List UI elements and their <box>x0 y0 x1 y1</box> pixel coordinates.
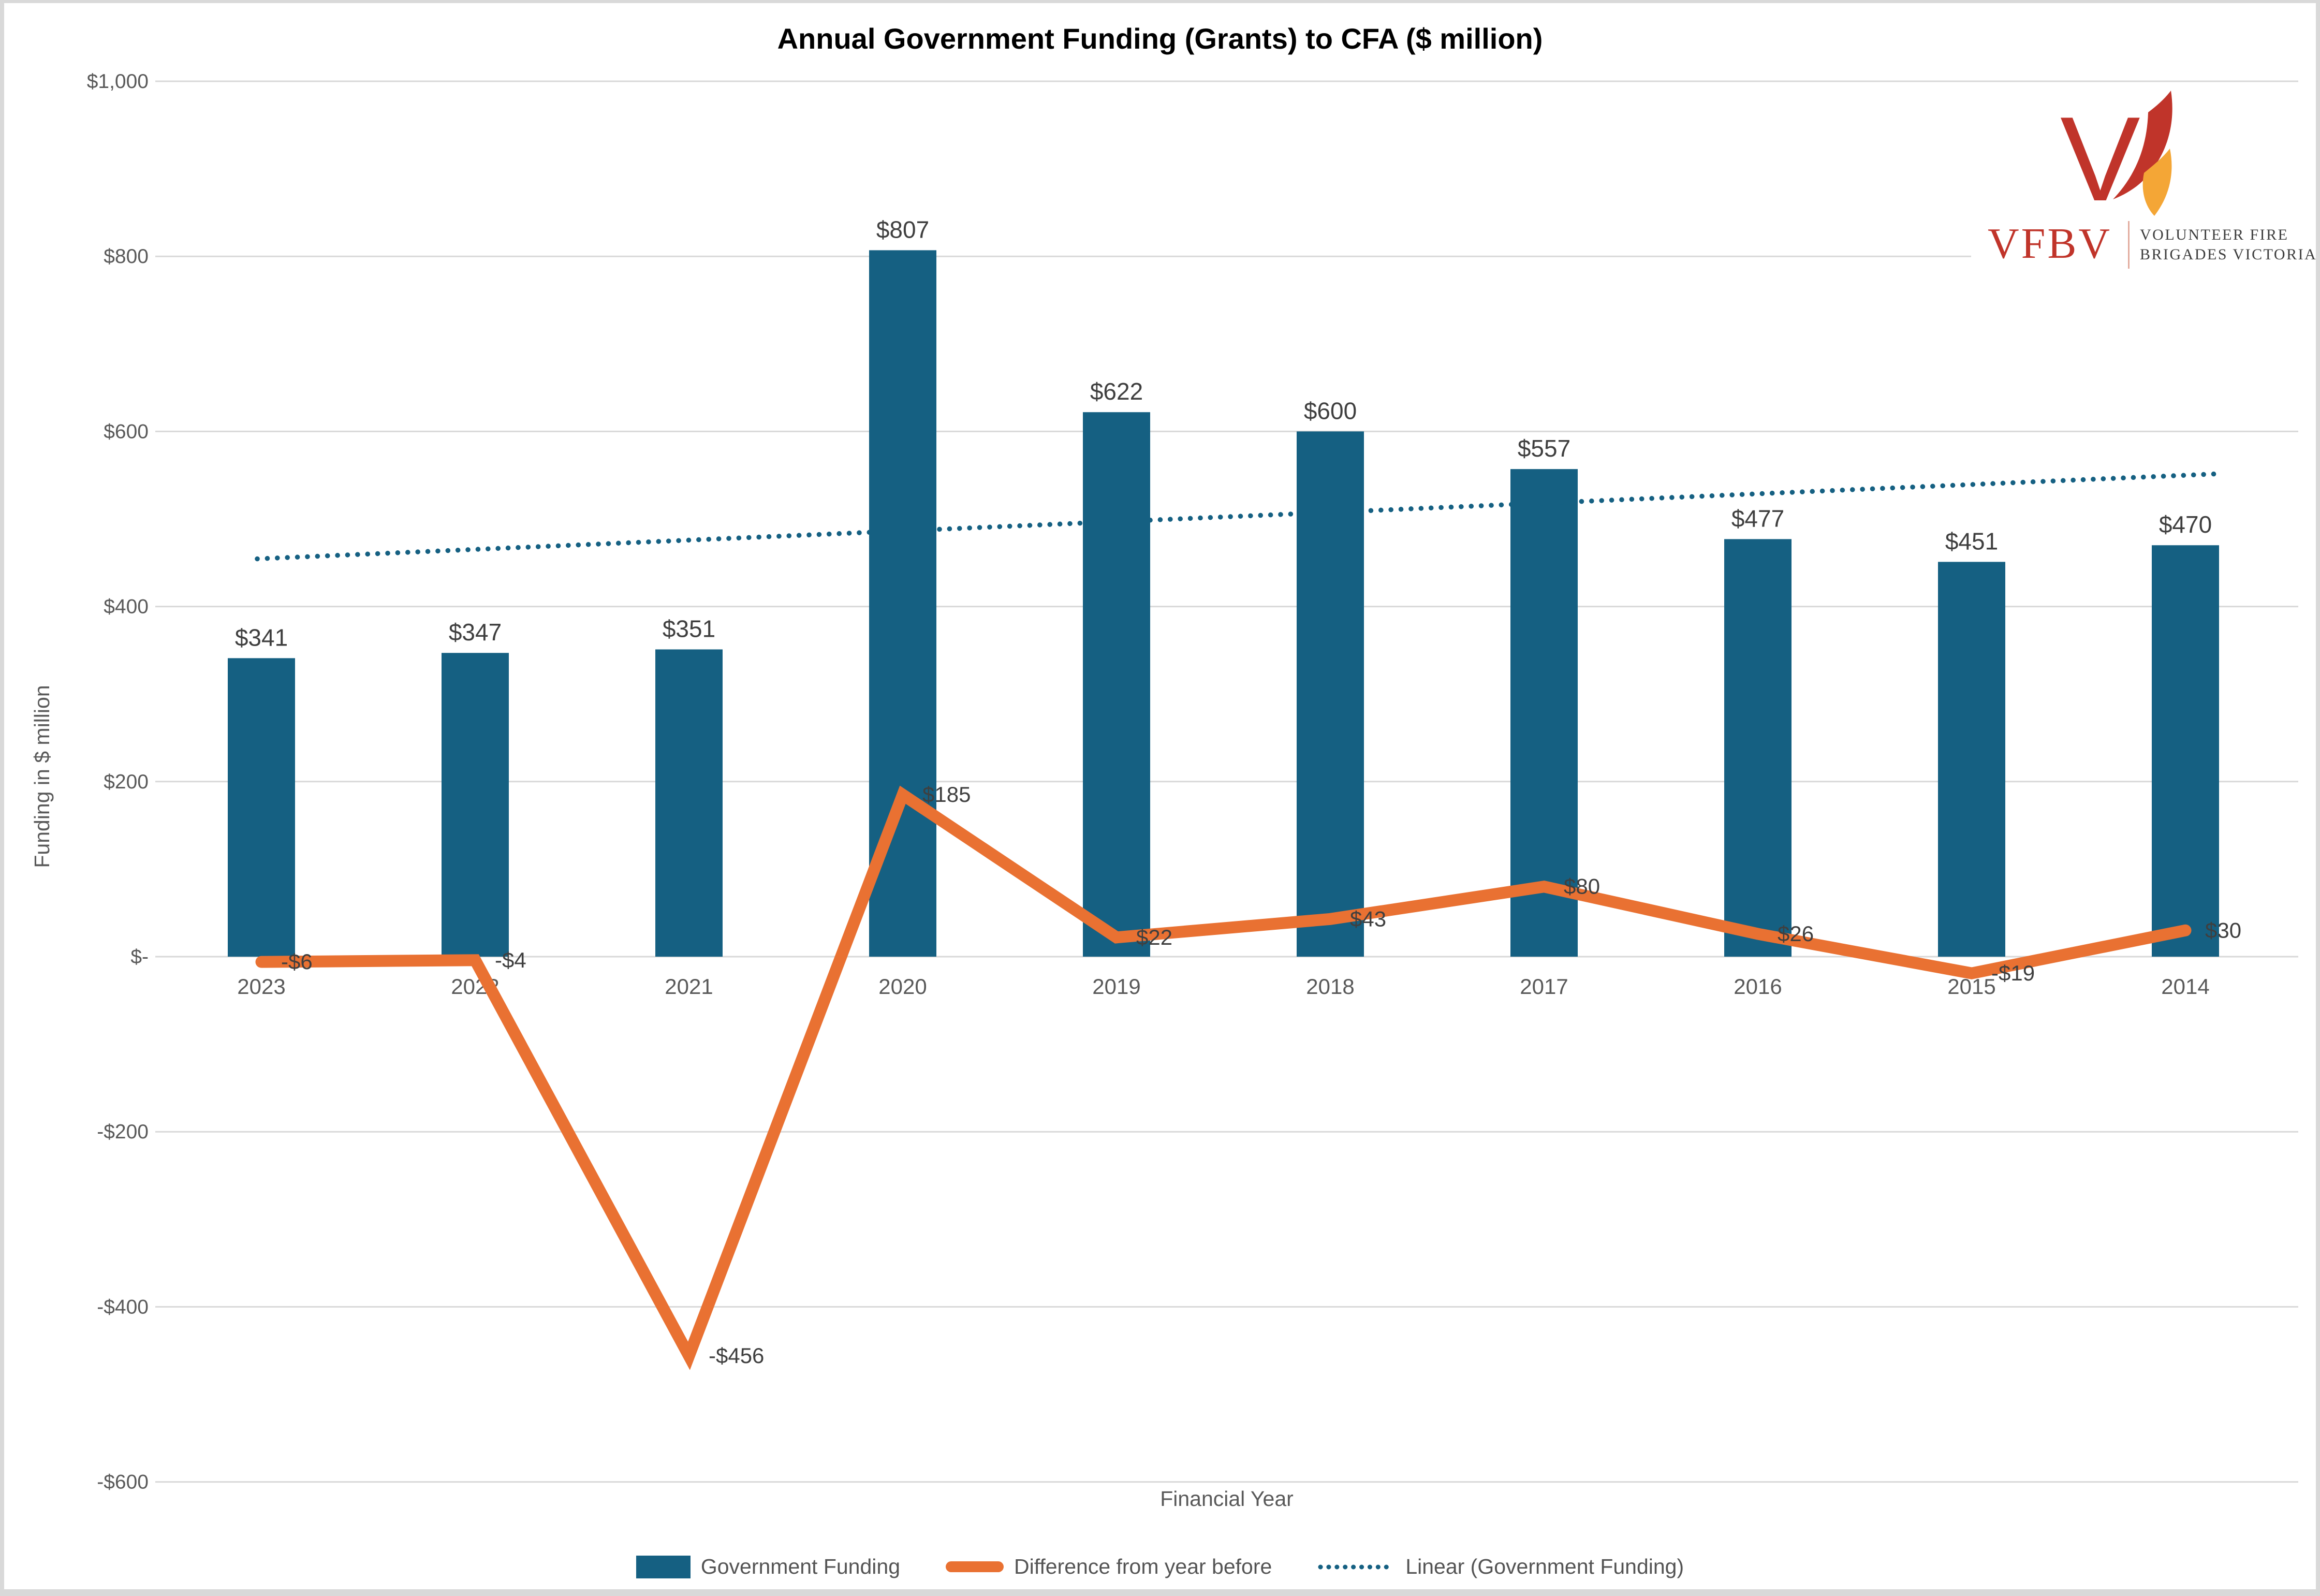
line-label-2014: $30 <box>2205 918 2241 942</box>
y-tick-label-400: $400 <box>104 596 149 618</box>
legend-label: Government Funding <box>700 1555 900 1578</box>
chart-canvas <box>4 3 2316 1589</box>
logo-wordmark: VFBV VOLUNTEER FIRE BRIGADES VICTORIA <box>1971 219 2316 271</box>
line-label-2017: $80 <box>1564 874 1600 899</box>
x-tick-label-2018: 2018 <box>1306 974 1354 999</box>
chart-title: Annual Government Funding (Grants) to CF… <box>777 22 1543 55</box>
logo-org-line2: BRIGADES VICTORIA <box>2140 246 2317 263</box>
x-axis-title: Financial Year <box>1160 1487 1294 1511</box>
legend-label: Difference from year before <box>1014 1555 1272 1578</box>
bar-2016[interactable] <box>1724 539 1792 957</box>
bar-label-2017: $557 <box>1518 435 1570 462</box>
bar-label-2022: $347 <box>449 619 502 646</box>
legend-item-government-funding[interactable]: Government Funding <box>636 1555 900 1579</box>
y-tick-label-200: $200 <box>104 771 149 793</box>
difference-line[interactable] <box>255 785 2192 1370</box>
legend-dotted-swatch <box>1318 1564 1396 1569</box>
line-label-2015: -$19 <box>1991 961 2035 985</box>
legend-item-difference[interactable]: Difference from year before <box>946 1555 1272 1579</box>
bar-2018[interactable] <box>1297 431 1364 957</box>
trendline-linear-government-funding[interactable] <box>255 471 2216 562</box>
bar-2019[interactable] <box>1083 412 1150 957</box>
line-label-2019: $22 <box>1136 925 1172 949</box>
bar-label-2016: $477 <box>1731 505 1784 532</box>
x-tick-label-2023: 2023 <box>237 974 285 999</box>
y-tick-label-1000: $1,000 <box>87 70 149 93</box>
y-tick-label-600: $600 <box>104 420 149 443</box>
logo-org-name: VOLUNTEER FIRE BRIGADES VICTORIA <box>2140 225 2317 265</box>
logo-monogram: VFBV <box>1988 219 2112 268</box>
bar-label-2021: $351 <box>663 615 715 642</box>
y-tick-label--400: -$400 <box>97 1296 149 1318</box>
line-label-2020: $185 <box>922 782 971 807</box>
x-tick-label-2014: 2014 <box>2161 974 2209 999</box>
bar-label-2018: $600 <box>1304 397 1357 424</box>
x-tick-label-2016: 2016 <box>1734 974 1782 999</box>
x-tick-label-2017: 2017 <box>1520 974 1568 999</box>
chart-legend: Government Funding Difference from year … <box>0 1555 2320 1579</box>
svg-text:V: V <box>2060 92 2140 219</box>
bar-2015[interactable] <box>1938 562 2005 957</box>
bar-2017[interactable] <box>1510 469 1578 957</box>
line-label-2016: $26 <box>1778 921 1814 946</box>
logo-divider <box>2128 221 2130 269</box>
bar-2014[interactable] <box>2152 545 2219 957</box>
bar-label-2023: $341 <box>235 624 288 651</box>
vfbv-logo: V VFBV VOLUNTEER FIRE BRIGADES VICTORIA <box>1971 85 2316 271</box>
y-tick-label-0: $- <box>130 946 149 968</box>
vfbv-flame-v-icon: V <box>2060 91 2172 219</box>
bar-label-2020: $807 <box>876 216 929 243</box>
legend-item-linear-trend[interactable]: Linear (Government Funding) <box>1317 1555 1684 1579</box>
y-tick-label-800: $800 <box>104 245 149 268</box>
logo-org-line1: VOLUNTEER FIRE <box>2140 226 2289 243</box>
bar-label-2015: $451 <box>1945 528 1998 554</box>
y-tick-label--200: -$200 <box>97 1121 149 1143</box>
bar-2023[interactable] <box>228 658 295 957</box>
line-label-2018: $43 <box>1350 906 1386 931</box>
bar-2022[interactable] <box>442 653 509 957</box>
bar-label-2014: $470 <box>2159 511 2212 538</box>
legend-bar-swatch <box>636 1555 691 1578</box>
bar-label-2019: $622 <box>1090 378 1143 405</box>
y-axis-title: Funding in $ million <box>30 685 54 868</box>
x-tick-label-2019: 2019 <box>1092 974 1140 999</box>
x-tick-label-2021: 2021 <box>665 974 713 999</box>
x-tick-label-2020: 2020 <box>878 974 927 999</box>
legend-line-swatch <box>946 1561 1004 1572</box>
y-tick-label--600: -$600 <box>97 1471 149 1493</box>
bar-2021[interactable] <box>655 649 723 957</box>
line-label-2021: -$456 <box>709 1343 764 1368</box>
legend-label: Linear (Government Funding) <box>1405 1555 1684 1578</box>
line-label-2022: -$4 <box>495 948 526 972</box>
line-label-2023: -$6 <box>281 949 313 974</box>
